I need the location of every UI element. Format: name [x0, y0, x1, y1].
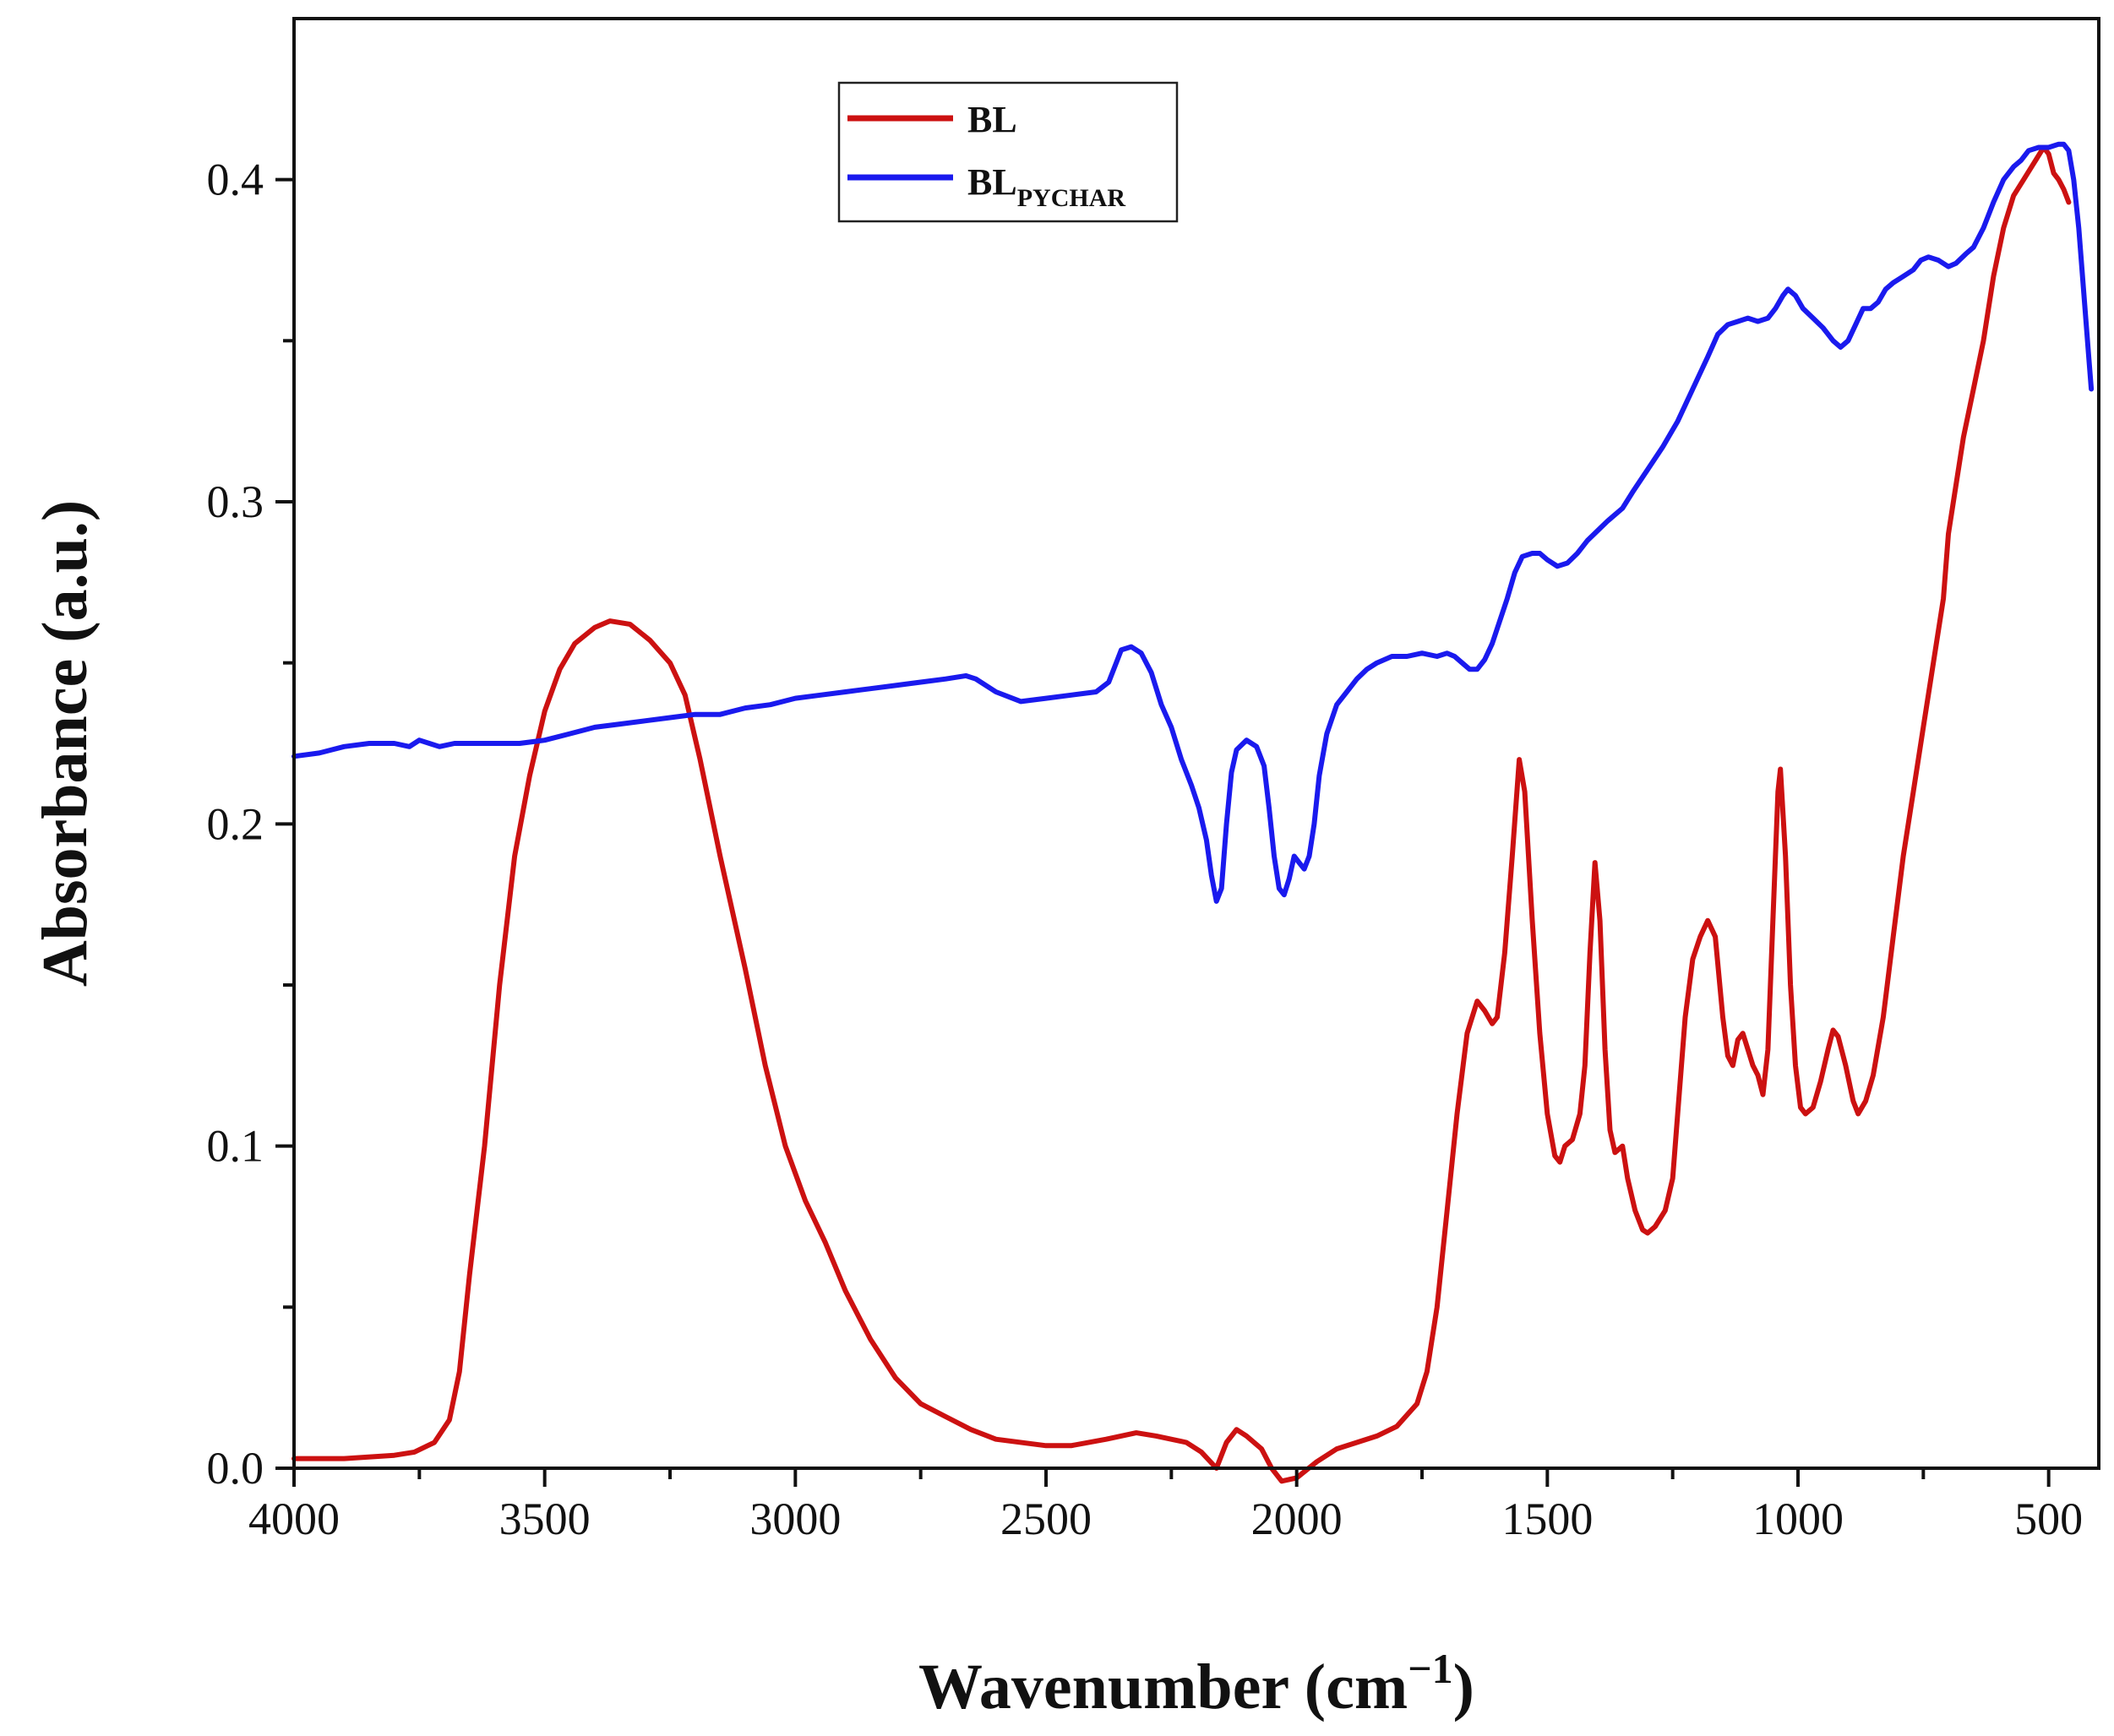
x-axis-title: Wavenumber (cm−1) [918, 1645, 1474, 1722]
x-axis-ticks: 4000 3500 3000 2500 2000 1500 1000 500 [248, 1468, 2083, 1544]
x-tick-label: 2000 [1251, 1494, 1343, 1544]
x-tick-label: 3500 [499, 1494, 591, 1544]
legend: BL BLPYCHAR [837, 81, 1179, 223]
legend-label-pychar: BLPYCHAR [967, 161, 1125, 212]
series-line-bl-pychar [291, 141, 2095, 904]
y-tick-label: 0.4 [207, 155, 264, 205]
x-axis-title-close: ) [1453, 1652, 1474, 1722]
x-tick-label: 500 [2014, 1494, 2083, 1544]
y-tick-label: 0.0 [207, 1443, 264, 1494]
y-tick-label: 0.2 [207, 798, 264, 849]
y-tick-label: 0.1 [207, 1121, 264, 1172]
x-tick-label: 4000 [248, 1494, 340, 1544]
y-tick-label: 0.3 [207, 476, 264, 527]
legend-box [837, 81, 1179, 223]
y-axis-title: Absorbance (a.u.) [30, 500, 101, 987]
x-tick-label: 1500 [1501, 1494, 1593, 1544]
y-axis-ticks: 0.0 0.1 0.2 0.3 0.4 [207, 155, 294, 1494]
x-axis-title-superscript: −1 [1408, 1645, 1453, 1692]
x-tick-label: 1000 [1752, 1494, 1844, 1544]
legend-label-pychar-subscript: PYCHAR [1017, 184, 1126, 212]
x-tick-label: 3000 [749, 1494, 841, 1544]
x-axis-title-main: Wavenumber (cm [918, 1652, 1408, 1722]
series-layer [291, 141, 2095, 1484]
legend-label-bl: BL [967, 99, 1017, 140]
legend-label-pychar-main: BL [967, 161, 1017, 203]
series-line-bl [291, 144, 2072, 1484]
x-tick-label: 2500 [1000, 1494, 1092, 1544]
plot-frame [292, 17, 2100, 1470]
